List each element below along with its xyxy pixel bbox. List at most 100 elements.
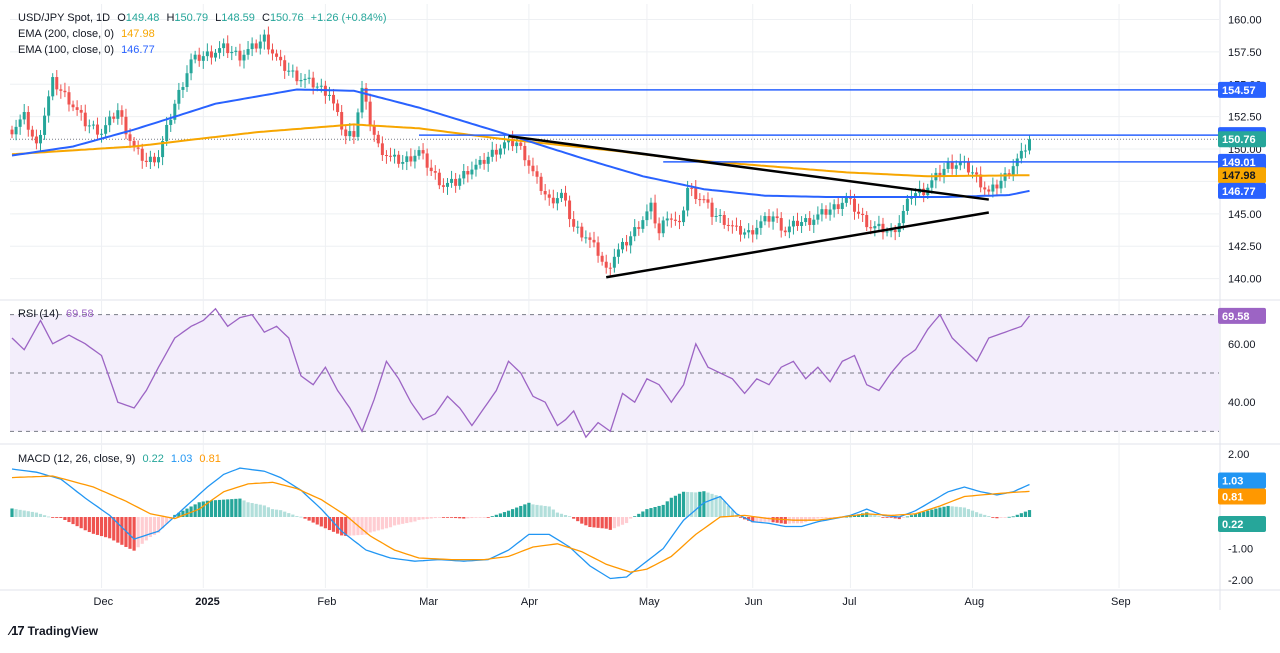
macd-histogram-bar [254, 503, 258, 517]
candle-body [852, 198, 856, 212]
candle-body [327, 94, 331, 96]
candle-body [616, 249, 620, 257]
candle-body [344, 129, 348, 137]
candle-body [901, 210, 905, 224]
candle-body [909, 197, 913, 199]
macd-histogram-bar [315, 517, 319, 525]
candle-body [161, 141, 165, 158]
macd-histogram-bar [543, 505, 547, 517]
macd-line [11, 467, 1030, 580]
price-tick-label: 157.50 [1228, 47, 1262, 59]
macd-histogram-bar [653, 507, 657, 517]
candle-body [332, 94, 336, 104]
low-label: L [215, 12, 222, 24]
macd-histogram-bar [1007, 516, 1011, 518]
macd-histogram-bar [38, 513, 43, 517]
candle-body [307, 77, 311, 79]
candle-body [572, 219, 576, 227]
candle-body [677, 220, 681, 223]
candle-body [108, 116, 112, 126]
macd-histogram-bar [401, 517, 405, 524]
candle-body [649, 202, 653, 212]
candle-body [450, 178, 454, 183]
ema100-badge: 146.77 [1222, 186, 1256, 198]
candle-body [576, 226, 580, 228]
macd-histogram-bar [706, 492, 710, 517]
macd-histogram-bar [637, 513, 641, 517]
ema200-label: EMA (200, close, 0) [18, 28, 114, 40]
macd-histogram-bar [287, 513, 291, 517]
macd-histogram-bar [112, 517, 116, 541]
candle-body [458, 178, 462, 186]
macd-histogram-bar [222, 499, 226, 517]
candle-body [87, 125, 91, 127]
macd-histogram-bar [1019, 513, 1023, 517]
candle-body [222, 43, 226, 49]
candle-body [686, 187, 690, 211]
macd-histogram-bar [970, 510, 975, 517]
candle-body [287, 70, 291, 72]
candle-body [861, 213, 865, 216]
macd-histogram-bar [958, 507, 962, 517]
macd-histogram-bar [258, 504, 262, 517]
macd-signal-value: 0.81 [199, 453, 221, 465]
macd-histogram-bar [433, 517, 437, 519]
candle-body [157, 157, 161, 163]
macd-histogram-bar [10, 508, 14, 517]
change-value: +1.26 (+0.84%) [310, 12, 387, 24]
macd-histogram-bar [690, 492, 694, 517]
macd-hist-value: 0.22 [142, 453, 164, 465]
trendline [508, 134, 989, 201]
macd-histogram-bar [486, 517, 490, 518]
macd-histogram-bar [645, 509, 649, 517]
candle-body [1019, 150, 1023, 159]
macd-histogram-bar [445, 517, 450, 518]
macd-histogram-bar [726, 505, 730, 517]
candle-body [820, 209, 824, 215]
tradingview-icon: ⁄17 [10, 623, 25, 638]
macd-histogram-bar [950, 506, 954, 517]
candle-body [189, 59, 193, 74]
macd-histogram-bar [828, 517, 832, 518]
macd-histogram-bar [274, 509, 279, 517]
candle-body [275, 53, 279, 57]
brand-name: TradingView [27, 623, 99, 638]
candle-body [657, 223, 661, 234]
candle-body [763, 216, 767, 222]
macd-histogram-bar [624, 517, 629, 524]
candle-body [173, 103, 177, 120]
macd-histogram-bar [59, 517, 63, 518]
macd-histogram-bar [270, 509, 275, 517]
high-value: 150.79 [174, 12, 209, 24]
candle-body [83, 112, 87, 127]
candle-body [124, 116, 128, 135]
candle-body [340, 112, 344, 130]
candle-body [1023, 150, 1027, 152]
candle-body [775, 216, 779, 219]
symbol-title: USD/JPY Spot, 1D [18, 12, 111, 24]
macd-histogram-bar [482, 517, 486, 518]
macd-histogram-bar [767, 517, 771, 522]
candle-body [360, 87, 364, 113]
candle-body [10, 129, 14, 135]
macd-histogram-bar [681, 491, 686, 517]
macd-histogram-bar [909, 515, 914, 517]
macd-histogram-bar [547, 506, 551, 517]
macd-histogram-bar [616, 517, 621, 527]
tradingview-logo[interactable]: ⁄17 TradingView [10, 623, 98, 638]
candle-body [547, 194, 551, 198]
open-label: O [117, 12, 126, 24]
rsi-tick-label: 40.00 [1228, 397, 1256, 409]
macd-histogram-bar [136, 517, 140, 548]
price-tick-label: 145.00 [1228, 209, 1262, 221]
candle-body [726, 224, 730, 226]
candle-body [470, 169, 474, 175]
macd-histogram-bar [669, 497, 673, 517]
candle-body [250, 43, 254, 50]
hist-last-badge: 0.22 [1222, 519, 1243, 531]
macd-histogram-bar [877, 516, 881, 518]
macd-histogram-bar [506, 510, 511, 517]
candle-body [612, 256, 616, 268]
